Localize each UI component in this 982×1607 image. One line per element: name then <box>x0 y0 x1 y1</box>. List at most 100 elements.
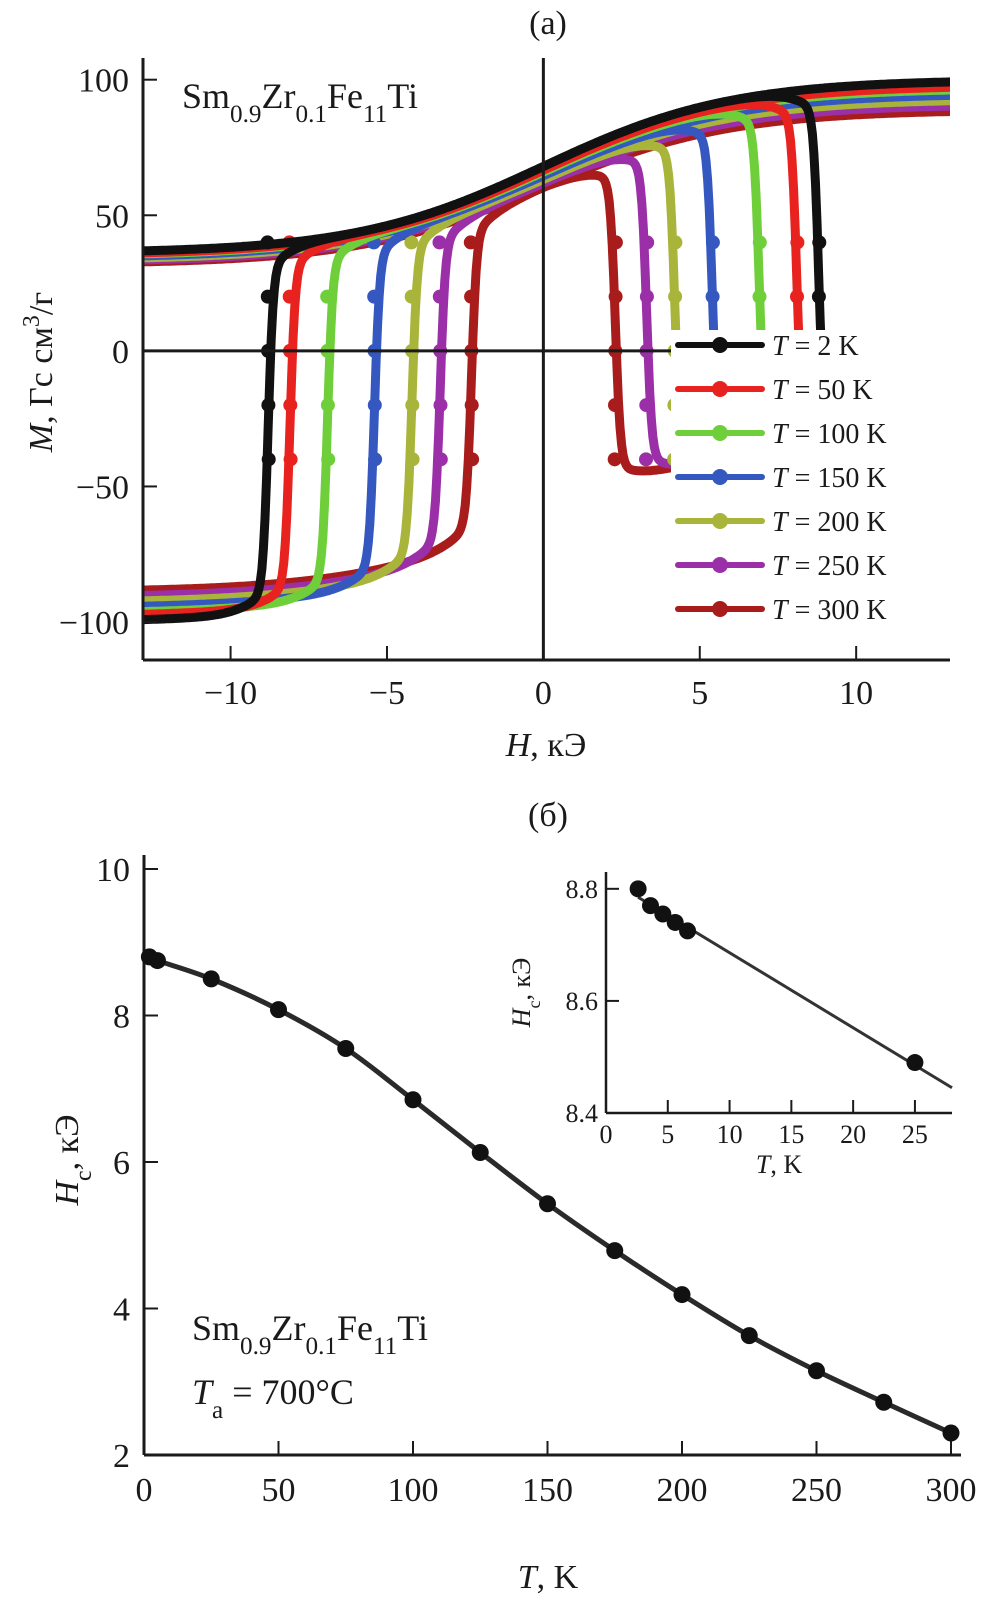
x-tick-label-b: 150 <box>522 1472 573 1509</box>
inset-y-tick-label: 8.8 <box>566 875 599 904</box>
data-point <box>282 289 297 304</box>
data-point <box>464 398 479 413</box>
data-point <box>463 235 478 250</box>
x-tick-label-b: 0 <box>136 1472 153 1509</box>
data-point <box>432 289 447 304</box>
data-point <box>465 452 480 467</box>
data-point <box>942 1424 960 1442</box>
x-tick-label-b: 100 <box>388 1472 439 1509</box>
y-tick-label-b: 6 <box>113 1145 130 1182</box>
data-point <box>337 1039 355 1057</box>
legend-marker <box>712 557 728 573</box>
x-tick-label: 5 <box>691 675 708 712</box>
inset-y-tick-label: 8.6 <box>566 987 599 1016</box>
inset-x-tick-label: 25 <box>902 1120 928 1149</box>
data-point <box>790 289 804 304</box>
data-point <box>608 289 623 304</box>
data-point <box>404 235 419 250</box>
y-tick-label-b: 4 <box>113 1292 130 1329</box>
inset-x-tick-label: 20 <box>840 1120 866 1149</box>
inset-chart: 0 5 10 15 20 25 8.4 8.6 8.8 T, K Hc, кЭ <box>507 872 953 1179</box>
loop-branch-asc-2K <box>143 91 947 457</box>
fit-curve <box>147 954 953 1436</box>
x-tick-label: 0 <box>535 675 552 712</box>
x-tick-label: −5 <box>369 675 405 712</box>
data-point <box>705 289 720 304</box>
legend-marker <box>712 513 728 529</box>
x-tick-label: 10 <box>839 675 873 712</box>
y-tick-label-b: 2 <box>113 1438 130 1475</box>
data-point <box>404 289 419 304</box>
x-tick-label-b: 200 <box>657 1472 708 1509</box>
data-point <box>320 289 335 304</box>
x-tick-label: −10 <box>204 675 257 712</box>
data-point <box>811 289 826 304</box>
data-point <box>283 398 298 413</box>
data-point <box>673 1286 691 1304</box>
data-point <box>405 452 420 467</box>
data-point <box>608 398 622 413</box>
x-tick-label-b: 50 <box>262 1472 296 1509</box>
compound-annotation-b: Sm0.9Zr0.1Fe11Ti <box>192 1308 428 1360</box>
data-point <box>270 1001 287 1019</box>
data-point <box>752 289 767 304</box>
panel-a-label: (a) <box>529 5 567 42</box>
data-point <box>539 1195 556 1213</box>
data-point <box>752 235 767 250</box>
inset-x-tick-label: 0 <box>600 1120 613 1149</box>
data-point <box>432 235 447 250</box>
data-point <box>320 398 335 413</box>
data-point <box>808 1362 825 1380</box>
legend-marker <box>712 469 728 485</box>
data-point <box>639 398 654 413</box>
x-axis-label-b: T, K <box>518 1559 579 1596</box>
y-tick-label-b: 8 <box>113 999 130 1036</box>
x-tick-label-b: 250 <box>791 1472 842 1509</box>
data-point <box>368 452 383 467</box>
data-point <box>202 970 220 988</box>
inset-y-tick-label: 8.4 <box>566 1099 599 1128</box>
data-point <box>640 235 655 250</box>
data-point <box>367 398 382 413</box>
x-axis-label: H, кЭ <box>505 727 587 764</box>
data-point <box>639 452 653 467</box>
y-tick-label: −100 <box>59 605 129 642</box>
data-point <box>404 1091 422 1109</box>
legend: T = 2 K T = 50 K T = 100 K T = 150 K T = 200… <box>671 330 950 630</box>
legend-label: T = 200 K <box>772 507 887 538</box>
compound-annotation: Sm0.9Zr0.1Fe11Ti <box>182 76 418 128</box>
legend-label: T = 300 K <box>772 595 887 626</box>
legend-label: T = 2 K <box>772 331 859 362</box>
inset-data-point <box>679 922 697 940</box>
y-tick-label: 100 <box>78 63 129 100</box>
data-point <box>433 452 448 467</box>
data-point <box>875 1393 893 1411</box>
coercivity-curve <box>140 948 960 1442</box>
legend-marker <box>712 425 728 441</box>
y-axis-label: M, Гс см3/г <box>19 292 60 454</box>
data-point <box>367 289 382 304</box>
legend-label: T = 50 K <box>772 375 873 406</box>
data-point <box>740 1327 758 1345</box>
data-point <box>283 452 298 467</box>
data-point <box>606 1242 624 1260</box>
y-tick-label: −50 <box>76 469 129 506</box>
data-point <box>321 452 336 467</box>
legend-marker <box>712 601 728 617</box>
legend-marker <box>712 337 728 353</box>
data-point <box>148 952 166 970</box>
data-point <box>812 235 827 250</box>
data-point <box>607 452 622 467</box>
inset-data-point <box>666 913 684 931</box>
inset-data-point <box>654 905 672 923</box>
data-point <box>471 1143 489 1161</box>
y-tick-label: 50 <box>95 198 129 235</box>
x-tick-label-b: 300 <box>926 1472 977 1509</box>
data-point <box>790 235 805 250</box>
inset-x-tick-label: 5 <box>661 1120 674 1149</box>
inset-x-tick-label: 10 <box>717 1120 743 1149</box>
